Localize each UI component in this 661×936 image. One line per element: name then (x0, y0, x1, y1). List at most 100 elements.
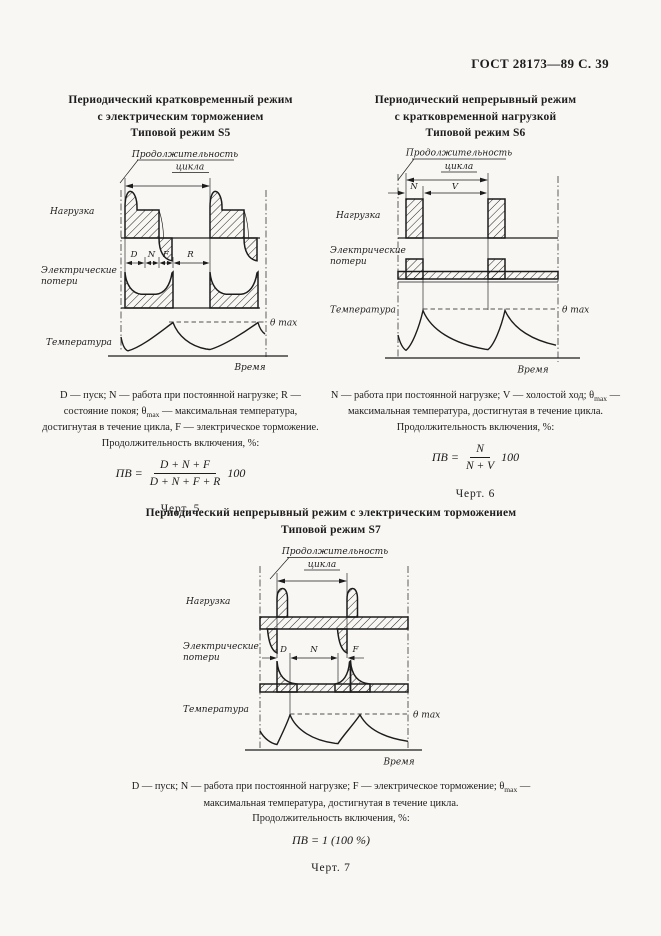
cycle-duration-label-line1: Продолжительность (281, 547, 388, 557)
temperature-curve: θ max (397, 306, 589, 352)
load-waveform (398, 198, 558, 239)
formula-denominator: N + V (465, 460, 495, 473)
cycle-duration-label-line1: Продолжительность (131, 150, 238, 160)
time-axis: Время (385, 357, 580, 376)
theta-max-label: θ max (562, 306, 589, 316)
cycle-duration-label-line1: Продолжительность (405, 149, 512, 159)
interval-label-d: D (130, 250, 138, 260)
duty-formula: ПВ = N N + V 100 (328, 442, 623, 474)
cycle-duration-annotation: Продолжительность цикла (119, 150, 238, 189)
time-axis: Время (245, 749, 422, 768)
figure-title: Периодический непрерывный режим с кратко… (328, 92, 623, 142)
temperature-axis-label: Температура (183, 705, 249, 715)
legend-text: — максимальная температура, достигнутая … (203, 781, 531, 809)
temperature-curve: θ max (120, 319, 297, 352)
title-line: Периодический непрерывный режим с электр… (145, 507, 517, 519)
interval-label-n: N (309, 645, 318, 655)
theta-symbol: θ (589, 390, 595, 402)
duty-factor-line: Продолжительность включения, %: (252, 813, 410, 825)
figure-title: Периодический непрерывный режим с электр… (105, 505, 557, 538)
interval-label-r: R (186, 250, 194, 260)
time-axis-label: Время (516, 366, 548, 376)
figure-s7: Периодический непрерывный режим с электр… (105, 505, 557, 874)
duty-factor-line: Продолжительность включения, %: (101, 437, 260, 449)
formula-numerator: N (470, 442, 490, 459)
formula-numerator: D + N + F (154, 458, 217, 474)
figure-caption: Черт. 6 (455, 487, 496, 500)
cycle-duration-label-line2: цикла (308, 560, 337, 570)
losses-axis-label-line1: Электрические (41, 266, 117, 276)
formula-denominator: D + N + F + R (149, 475, 221, 488)
cycle-duration-annotation: Продолжительность цикла (397, 149, 512, 183)
theta-subscript: max (146, 409, 160, 419)
title-line: с электрическим торможением (97, 110, 264, 123)
losses-axis-label-line2: потери (330, 257, 367, 267)
losses-waveform (121, 270, 260, 309)
figure-legend: D — пуск; N — работа при постоянной нагр… (40, 388, 321, 436)
interval-dimensions: D N F (262, 645, 364, 661)
theta-max-label: θ max (413, 711, 440, 721)
duty-formula: ПВ = 1 (100 %) (105, 833, 557, 848)
duty-cycle-diagram-s6: Продолжительность цикла N V (330, 149, 589, 376)
losses-axis-label-line1: Электрические (330, 246, 406, 256)
duty-cycle-diagram-s5: Продолжительность цикла Нагрузка Электри… (41, 150, 297, 373)
reference-lines (120, 178, 267, 358)
load-axis-label: Нагрузка (185, 597, 230, 607)
title-line: Типовой режим S7 (280, 523, 381, 536)
temperature-axis-label: Температура (46, 338, 112, 348)
interval-dimensions: D N F R (125, 250, 210, 269)
title-line: Типовой режим S5 (130, 127, 231, 140)
losses-axis-label-line2: потери (183, 653, 220, 663)
formula-multiplier: 100 (227, 465, 246, 480)
interval-label-f: F (162, 250, 170, 260)
legend-text: — максимальная температура, достигнутая … (42, 405, 319, 433)
legend-text: D — пуск; N — работа при постоянной нагр… (60, 390, 301, 417)
losses-axis-label-line2: потери (41, 277, 78, 287)
load-waveform (259, 588, 409, 655)
title-line: с кратковременной нагрузкой (394, 110, 557, 123)
figure-s5: Периодический кратковременный режим с эл… (38, 92, 323, 515)
figure-legend: N — работа при постоянной нагрузке; V — … (330, 388, 621, 420)
load-waveform (121, 190, 260, 262)
temperature-curve: θ max (259, 711, 440, 746)
theta-subscript: max (594, 394, 608, 404)
title-line: Типовой режим S6 (425, 127, 526, 140)
figure-s6: Периодический непрерывный режим с кратко… (328, 92, 623, 500)
title-line: Периодический кратковременный режим (68, 94, 293, 106)
duty-factor-line: Продолжительность включения, %: (396, 421, 555, 433)
axis-labels: Нагрузка Электрические потери Температур… (183, 597, 259, 715)
time-axis: Время (108, 355, 288, 373)
interval-label-f: F (352, 645, 360, 655)
temperature-axis-label: Температура (330, 306, 396, 316)
theta-max-label: θ max (270, 319, 297, 329)
formula-text: ПВ = 1 (100 %) (291, 833, 371, 848)
figure-caption: Черт. 7 (311, 862, 351, 875)
interval-label-n: N (409, 182, 418, 192)
formula-fraction: D + N + F D + N + F + R (150, 458, 221, 490)
formula-multiplier: 100 (501, 450, 520, 465)
title-line: Периодический непрерывный режим (374, 94, 577, 106)
page-header: ГОСТ 28173—89 С. 39 (471, 56, 609, 71)
interval-label-d: D (279, 645, 287, 655)
time-axis-label: Время (233, 363, 265, 373)
duty-cycle-diagram-s7: Продолжительность цикла Нагрузка Электри (183, 547, 440, 768)
legend-text: — максимальная температура, достигнутая … (347, 390, 621, 418)
load-axis-label: Нагрузка (335, 211, 380, 221)
figure-caption: Черт. 5 (160, 503, 201, 516)
legend-text: N — работа при постоянной нагрузке; V — … (330, 390, 590, 402)
axis-labels: Нагрузка Электрические потери Температур… (330, 211, 406, 316)
formula-fraction: N N + V (466, 442, 494, 474)
axis-labels: Нагрузка Электрические потери Температур… (41, 207, 117, 348)
cycle-duration-label-line2: цикла (176, 163, 205, 173)
legend-text: D — пуск; N — работа при постоянной нагр… (131, 781, 500, 793)
interval-label-n: N (147, 250, 156, 260)
losses-axis-label-line1: Электрические (183, 642, 259, 652)
figure-legend: D — пуск; N — работа при постоянной нагр… (107, 779, 555, 811)
formula-lhs: ПВ = (115, 465, 143, 480)
cycle-duration-annotation: Продолжительность цикла (269, 547, 388, 584)
cycle-duration-label-line2: цикла (445, 162, 474, 172)
figure-title: Периодический кратковременный режим с эл… (38, 92, 323, 142)
theta-subscript: max (504, 785, 518, 795)
time-axis-label: Время (382, 758, 414, 768)
